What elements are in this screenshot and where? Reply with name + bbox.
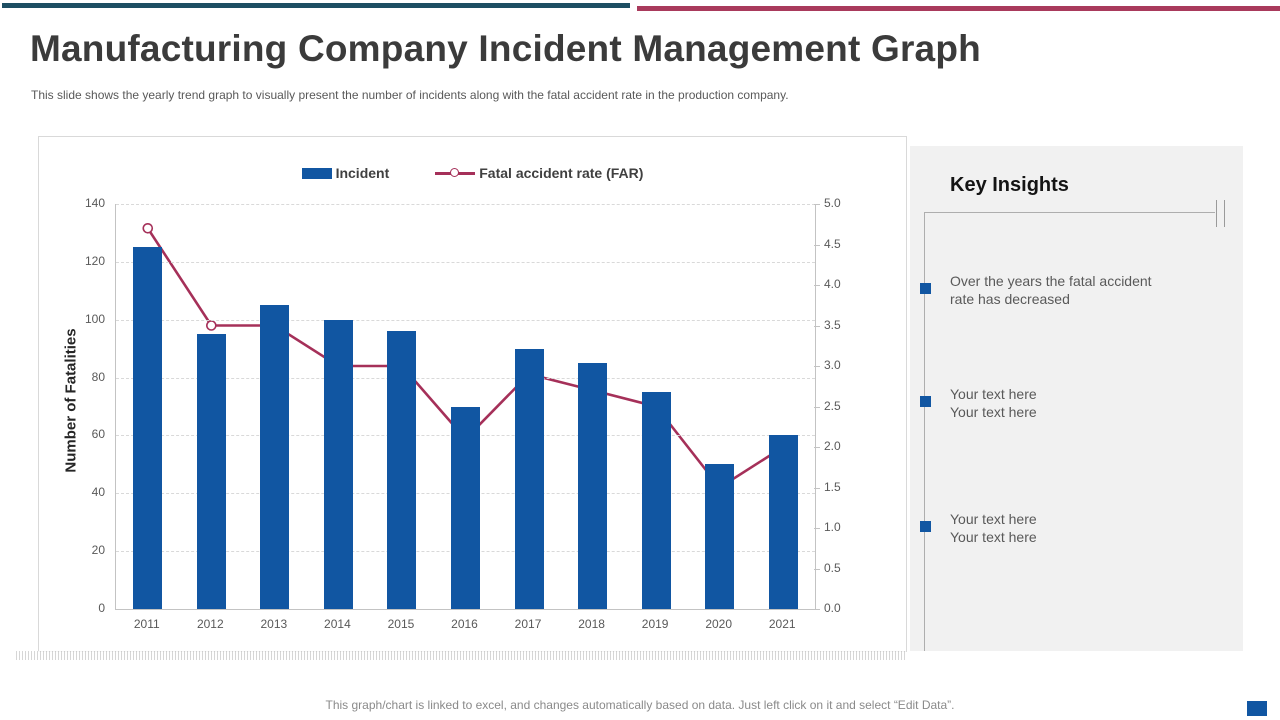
legend-line-swatch [435,168,476,178]
right-axis-tickmark [814,325,820,327]
chart-bottom-hatch [16,651,906,660]
right-axis-tickmark [814,406,820,408]
bar-2020[interactable] [705,464,735,609]
gridline-80 [116,377,815,379]
gridline-100 [116,319,815,321]
left-axis-tick-120: 120 [84,253,105,268]
insight-text: Over the years the fatal accident rate h… [950,272,1152,308]
bar-2014[interactable] [323,319,353,609]
bar-2019[interactable] [641,392,671,609]
insight-line: Your text here [950,511,1037,527]
right-axis-tickmark [814,568,820,570]
insight-item: Your text here Your text here [920,385,1037,421]
left-axis-tick-0: 0 [98,601,105,615]
legend-line-marker [450,168,460,177]
insight-text: Your text here Your text here [950,510,1037,546]
bullet-square-icon [920,521,931,532]
legend-item-far: Fatal accident rate (FAR) [435,165,643,181]
panel-frame-top [924,212,1215,213]
right-axis-tickmark [814,528,820,529]
bar-2012[interactable] [196,334,226,609]
right-axis-tick-3.0: 3.0 [824,358,841,372]
x-axis-label-2017: 2017 [514,617,542,631]
x-axis-label-2019: 2019 [641,617,669,631]
chart-card[interactable]: Incident Fatal accident rate (FAR) Numbe… [38,136,907,652]
bar-2013[interactable] [260,305,290,609]
far-marker-2011 [142,222,154,234]
left-axis-tick-80: 80 [91,369,105,384]
insight-text: Your text here Your text here [950,385,1037,421]
insight-line: rate has decreased [950,291,1070,307]
top-accent-bar-blue [2,3,630,8]
bar-2016[interactable] [451,406,480,609]
x-axis-label-2016: 2016 [451,617,478,631]
legend-item-incident: Incident [301,165,390,181]
right-axis-tickmark [814,244,820,246]
bullet-square-icon [920,396,931,407]
footer-accent-square-icon [1247,701,1267,716]
insight-item: Over the years the fatal accident rate h… [920,272,1152,308]
x-axis-label-2013: 2013 [260,617,288,631]
insight-line: Over the years the fatal accident [950,273,1152,289]
footer-note: This graph/chart is linked to excel, and… [325,698,955,712]
right-axis-tick-4.5: 4.5 [824,236,841,251]
insight-line: Your text here [950,529,1037,545]
bar-2018[interactable] [578,363,608,609]
panel-frame-left [924,212,925,651]
x-axis-label-2015: 2015 [387,617,415,631]
x-axis-label-2012: 2012 [196,617,224,631]
key-insights-panel: Key Insights Over the years the fatal ac… [910,146,1243,651]
left-axis-tick-140: 140 [84,196,105,210]
right-axis-tickmark [814,285,820,286]
panel-frame-handle [1216,200,1217,227]
right-axis-tick-1.5: 1.5 [824,479,841,494]
bullet-square-icon [920,283,931,294]
insight-item: Your text here Your text here [920,510,1037,546]
right-axis-tick-0.5: 0.5 [824,560,841,575]
bar-2011[interactable] [133,247,163,609]
chart-legend: Incident Fatal accident rate (FAR) [39,165,906,181]
gridline-120 [116,261,815,263]
legend-far-label: Fatal accident rate (FAR) [479,165,644,181]
left-axis-tick-60: 60 [91,427,105,442]
gridline-140 [116,204,815,205]
page-subtitle: This slide shows the yearly trend graph … [31,88,789,102]
right-axis-tickmark [814,487,820,489]
page-title: Manufacturing Company Incident Managemen… [30,28,981,69]
x-axis-label-2018: 2018 [578,617,605,631]
far-marker-2012 [206,320,217,331]
insight-line: Your text here [950,386,1037,402]
left-axis-tick-20: 20 [91,543,105,558]
bar-2015[interactable] [387,331,417,609]
right-axis-tick-1.0: 1.0 [824,520,841,534]
x-axis-label-2020: 2020 [705,617,733,631]
x-axis-label-2011: 2011 [133,617,160,631]
top-accent-bar-red [637,6,1280,11]
x-axis-label-2014: 2014 [324,617,351,631]
right-axis-tickmark [814,447,820,448]
panel-frame-handle [1224,200,1225,227]
left-axis-tick-40: 40 [91,485,105,500]
plot-area [115,204,816,610]
right-axis-tickmark [814,366,820,367]
legend-bar-swatch [301,167,332,179]
right-axis-tick-5.0: 5.0 [824,196,841,210]
right-axis-tick-3.5: 3.5 [824,317,841,332]
legend-incident-label: Incident [335,165,390,181]
right-axis-tick-0.0: 0.0 [824,601,841,615]
right-axis-tick-4.0: 4.0 [824,277,841,291]
right-axis-tickmark [814,609,820,610]
right-axis-tick-2.0: 2.0 [824,439,841,453]
key-insights-title: Key Insights [950,174,1069,196]
right-axis-tickmark [814,204,820,205]
bar-2021[interactable] [768,435,798,609]
insight-line: Your text here [950,404,1037,420]
left-axis-tick-100: 100 [84,311,105,326]
right-axis-tick-2.5: 2.5 [824,398,841,413]
x-axis-label-2021: 2021 [768,617,796,631]
bar-2017[interactable] [514,348,544,609]
